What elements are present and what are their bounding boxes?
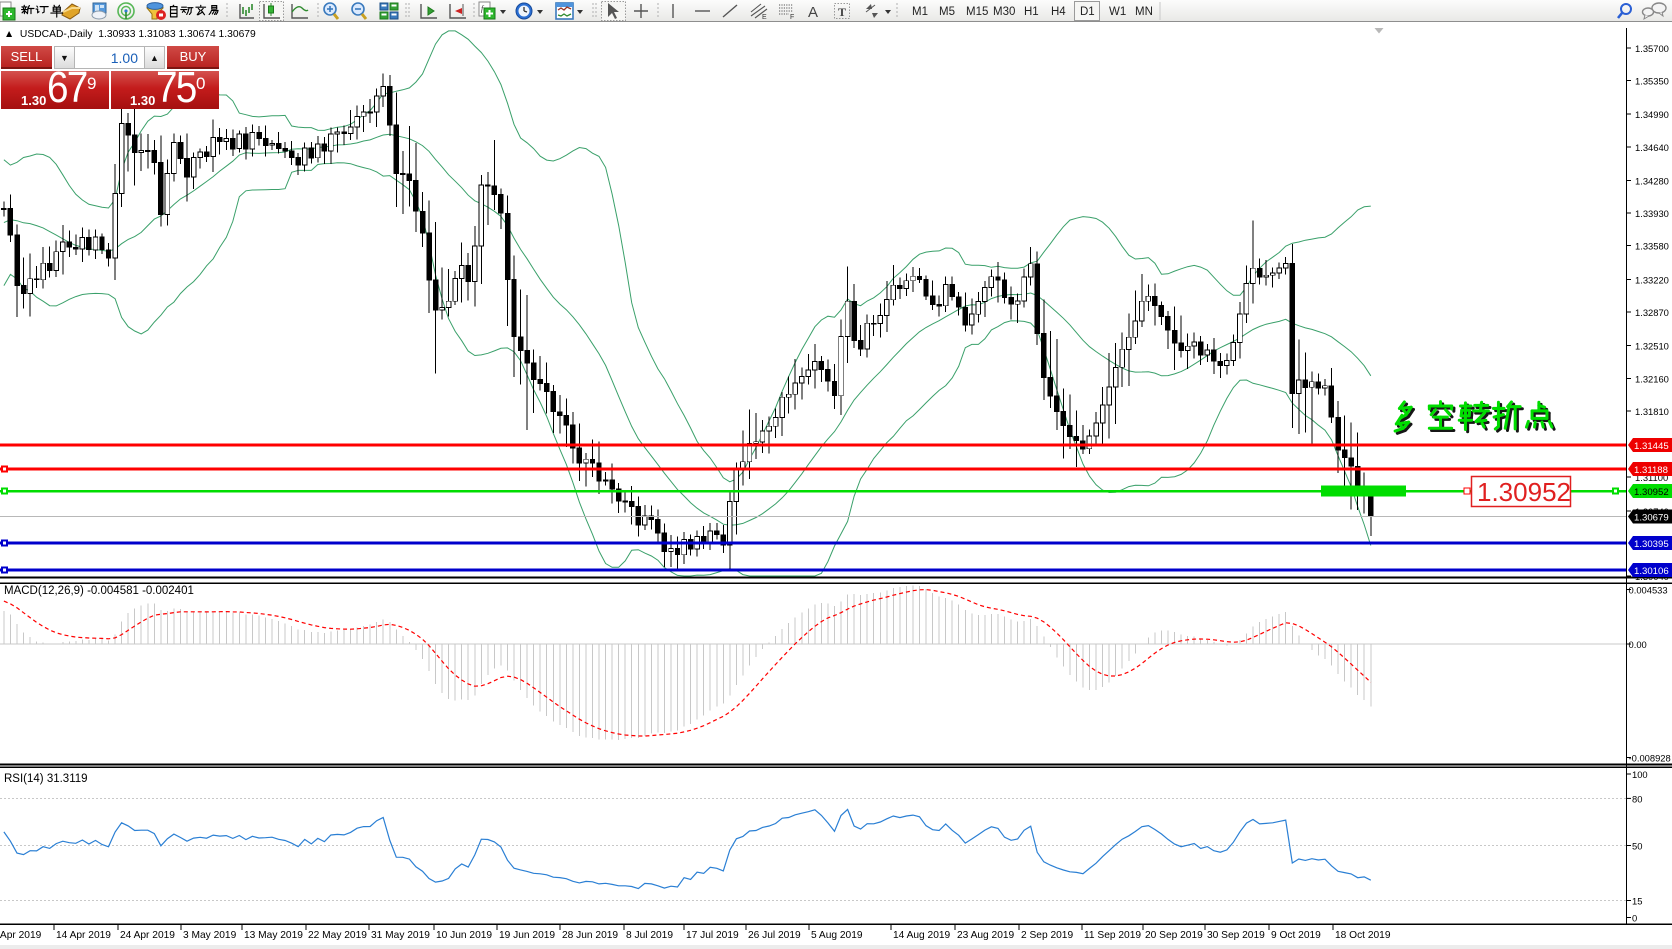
svg-text:MACD(12,26,9) -0.004581 -0.002: MACD(12,26,9) -0.004581 -0.002401 (4, 585, 194, 597)
svg-text:50: 50 (1632, 841, 1642, 852)
svg-text:18 Oct 2019: 18 Oct 2019 (1335, 930, 1391, 941)
svg-text:-0.008928: -0.008928 (1629, 753, 1671, 764)
svg-text:100: 100 (1632, 769, 1648, 780)
svg-text:5 Aug 2019: 5 Aug 2019 (811, 930, 863, 941)
svg-text:1.34990: 1.34990 (1635, 109, 1669, 120)
svg-text:1.30679: 1.30679 (1634, 513, 1669, 524)
svg-text:1.31810: 1.31810 (1635, 406, 1669, 417)
svg-text:1.30395: 1.30395 (1634, 539, 1669, 550)
svg-text:14 Apr 2019: 14 Apr 2019 (56, 930, 111, 941)
svg-text:1.31188: 1.31188 (1634, 465, 1668, 476)
svg-text:0.004533: 0.004533 (1629, 585, 1668, 596)
svg-text:15: 15 (1632, 896, 1642, 907)
svg-text:1.30106: 1.30106 (1634, 566, 1669, 577)
svg-text:1.35700: 1.35700 (1635, 43, 1669, 54)
svg-text:30 Sep 2019: 30 Sep 2019 (1207, 930, 1265, 941)
svg-text:1.30952: 1.30952 (1477, 477, 1571, 507)
svg-text:17 Jul 2019: 17 Jul 2019 (686, 930, 739, 941)
svg-text:1.31100: 1.31100 (1635, 472, 1668, 483)
svg-text:1.32160: 1.32160 (1635, 373, 1669, 384)
svg-text:F: F (790, 14, 794, 21)
svg-text:2 Sep 2019: 2 Sep 2019 (1021, 930, 1073, 941)
svg-text:1.35350: 1.35350 (1635, 76, 1669, 87)
svg-text:E: E (762, 14, 767, 21)
svg-text:RSI(14) 31.3119: RSI(14) 31.3119 (4, 773, 88, 785)
svg-text:A: A (808, 4, 818, 21)
svg-text:26 Jul 2019: 26 Jul 2019 (748, 930, 801, 941)
svg-text:1.32870: 1.32870 (1635, 307, 1669, 318)
svg-text:10 Jun 2019: 10 Jun 2019 (436, 930, 492, 941)
svg-text:D1: D1 (1080, 6, 1095, 18)
svg-text:14 Aug 2019: 14 Aug 2019 (893, 930, 951, 941)
svg-text:MN: MN (1135, 6, 1153, 18)
svg-text:9 Oct 2019: 9 Oct 2019 (1271, 930, 1321, 941)
svg-text:19 Jun 2019: 19 Jun 2019 (499, 930, 555, 941)
svg-text:3 May 2019: 3 May 2019 (183, 930, 237, 941)
svg-text:T: T (838, 5, 846, 19)
svg-text:M15: M15 (966, 6, 988, 18)
svg-text:1.34280: 1.34280 (1635, 175, 1669, 186)
svg-text:1.30952: 1.30952 (1634, 487, 1669, 498)
svg-text:0.00: 0.00 (1629, 639, 1647, 650)
svg-text:0: 0 (1632, 913, 1637, 924)
svg-text:f: f (481, 4, 485, 13)
svg-text:28 Jun 2019: 28 Jun 2019 (562, 930, 618, 941)
svg-text:20 Sep 2019: 20 Sep 2019 (1145, 930, 1203, 941)
svg-text:80: 80 (1632, 793, 1642, 804)
svg-text:1.34640: 1.34640 (1635, 142, 1669, 153)
svg-text:1.31445: 1.31445 (1634, 441, 1669, 452)
svg-text:13 May 2019: 13 May 2019 (244, 930, 303, 941)
svg-text:W1: W1 (1109, 6, 1126, 18)
svg-text:M5: M5 (939, 6, 955, 18)
svg-text:H1: H1 (1024, 6, 1039, 18)
svg-text:1.33220: 1.33220 (1635, 274, 1669, 285)
svg-text:1.33580: 1.33580 (1635, 241, 1669, 252)
svg-text:1.33930: 1.33930 (1635, 208, 1669, 219)
svg-text:H4: H4 (1051, 6, 1066, 18)
svg-text:1.32510: 1.32510 (1635, 341, 1669, 352)
svg-text:M1: M1 (912, 6, 928, 18)
svg-text:31 May 2019: 31 May 2019 (371, 930, 430, 941)
svg-text:8 Jul 2019: 8 Jul 2019 (626, 930, 673, 941)
svg-text:24 Apr 2019: 24 Apr 2019 (120, 930, 175, 941)
svg-text:4 Apr 2019: 4 Apr 2019 (0, 930, 42, 941)
svg-text:23 Aug 2019: 23 Aug 2019 (957, 930, 1015, 941)
svg-text:22 May 2019: 22 May 2019 (308, 930, 367, 941)
svg-text:11 Sep 2019: 11 Sep 2019 (1084, 930, 1141, 941)
svg-text:M30: M30 (993, 6, 1015, 18)
